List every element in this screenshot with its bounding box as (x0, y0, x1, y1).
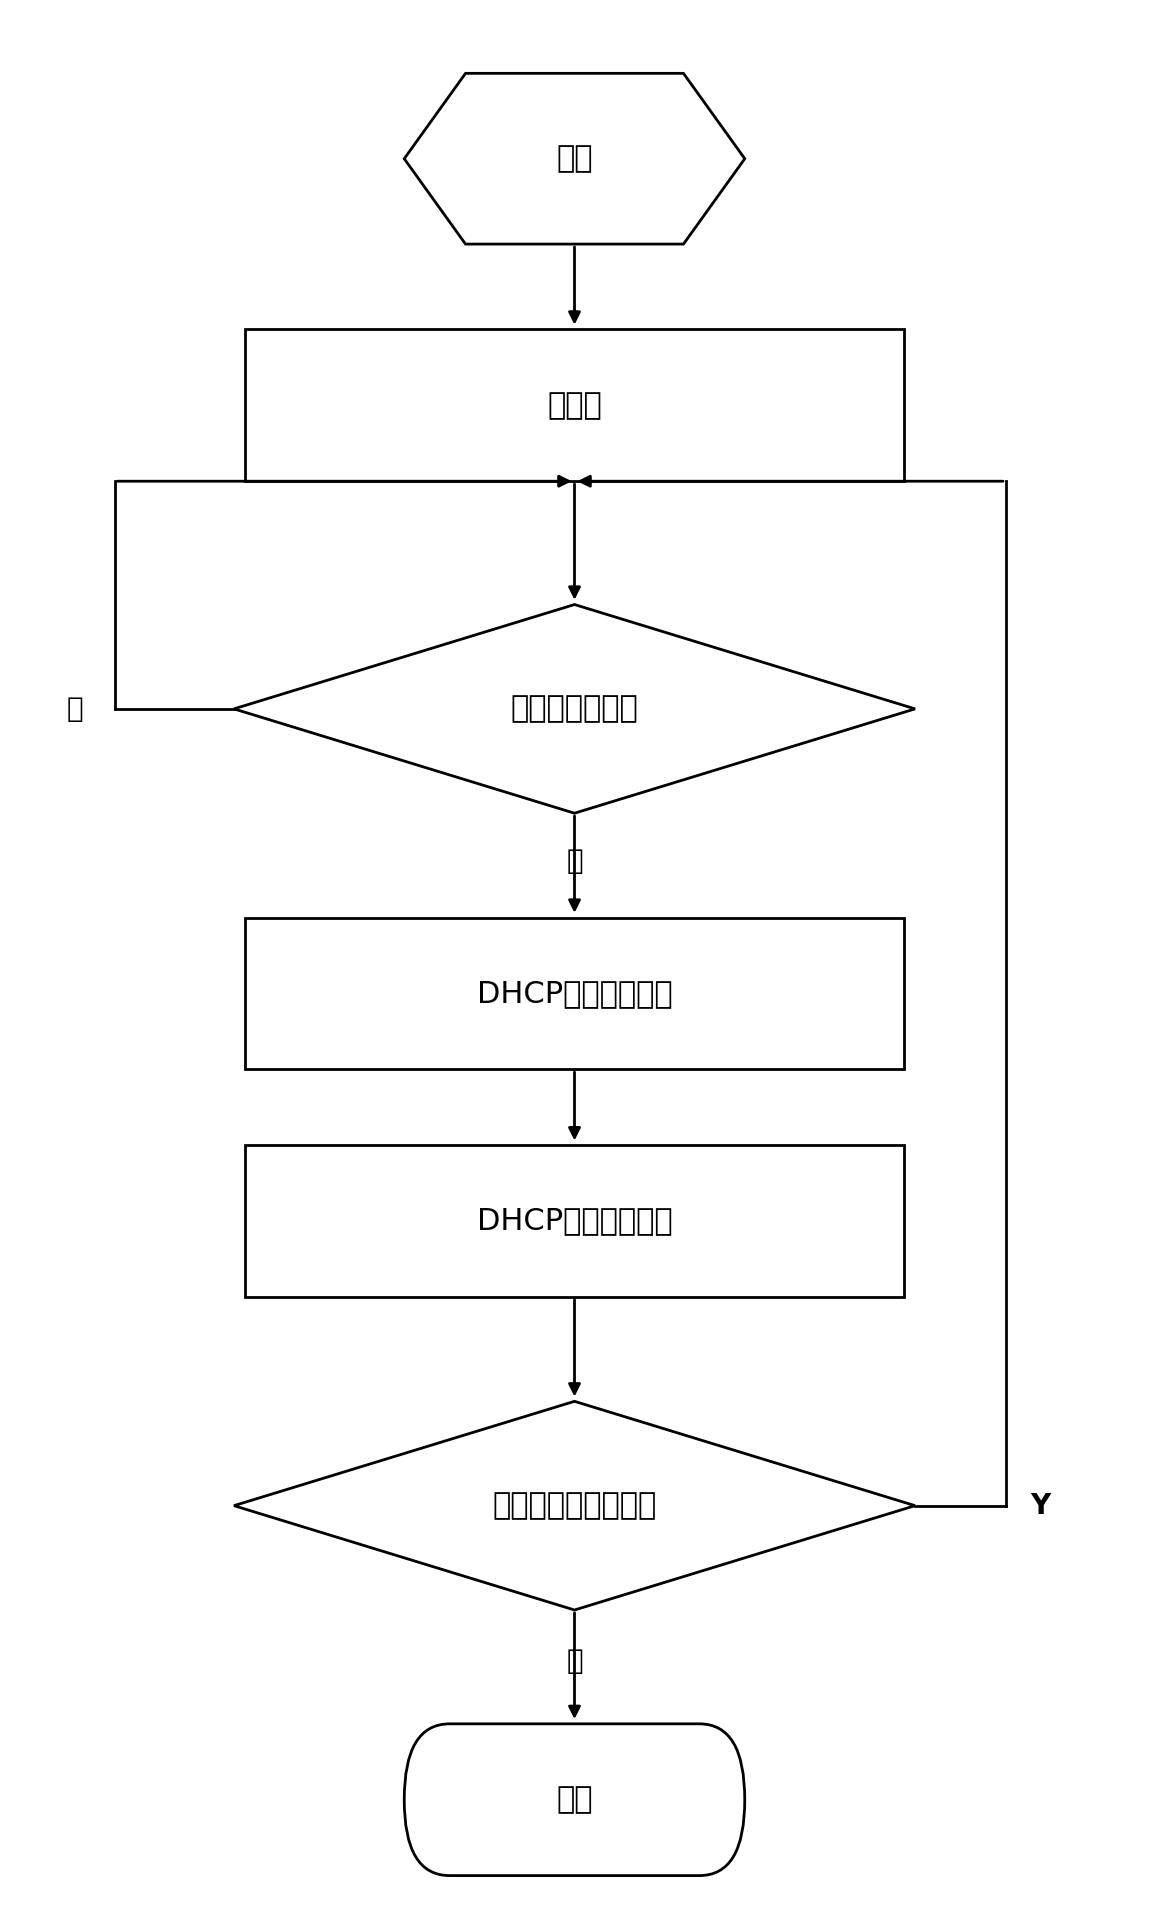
Text: 开始: 开始 (556, 143, 593, 174)
Text: DHCP进程管理模块: DHCP进程管理模块 (477, 1206, 672, 1236)
FancyBboxPatch shape (246, 917, 903, 1070)
Text: 结束: 结束 (556, 1785, 593, 1814)
Text: 初始化: 初始化 (547, 392, 602, 420)
Text: 是否断网重新拨号？: 是否断网重新拨号？ (493, 1491, 656, 1519)
FancyBboxPatch shape (404, 1724, 745, 1875)
FancyBboxPatch shape (246, 329, 903, 482)
FancyBboxPatch shape (246, 1145, 903, 1298)
Polygon shape (404, 73, 745, 245)
Polygon shape (234, 604, 915, 814)
Polygon shape (234, 1401, 915, 1609)
Text: DHCP参数配置模块: DHCP参数配置模块 (477, 978, 672, 1007)
Text: 否: 否 (67, 696, 84, 722)
Text: 拨号联网成功？: 拨号联网成功？ (510, 694, 639, 724)
Text: 是: 是 (566, 847, 583, 875)
Text: Y: Y (1030, 1492, 1050, 1519)
Text: 否: 否 (566, 1647, 583, 1676)
